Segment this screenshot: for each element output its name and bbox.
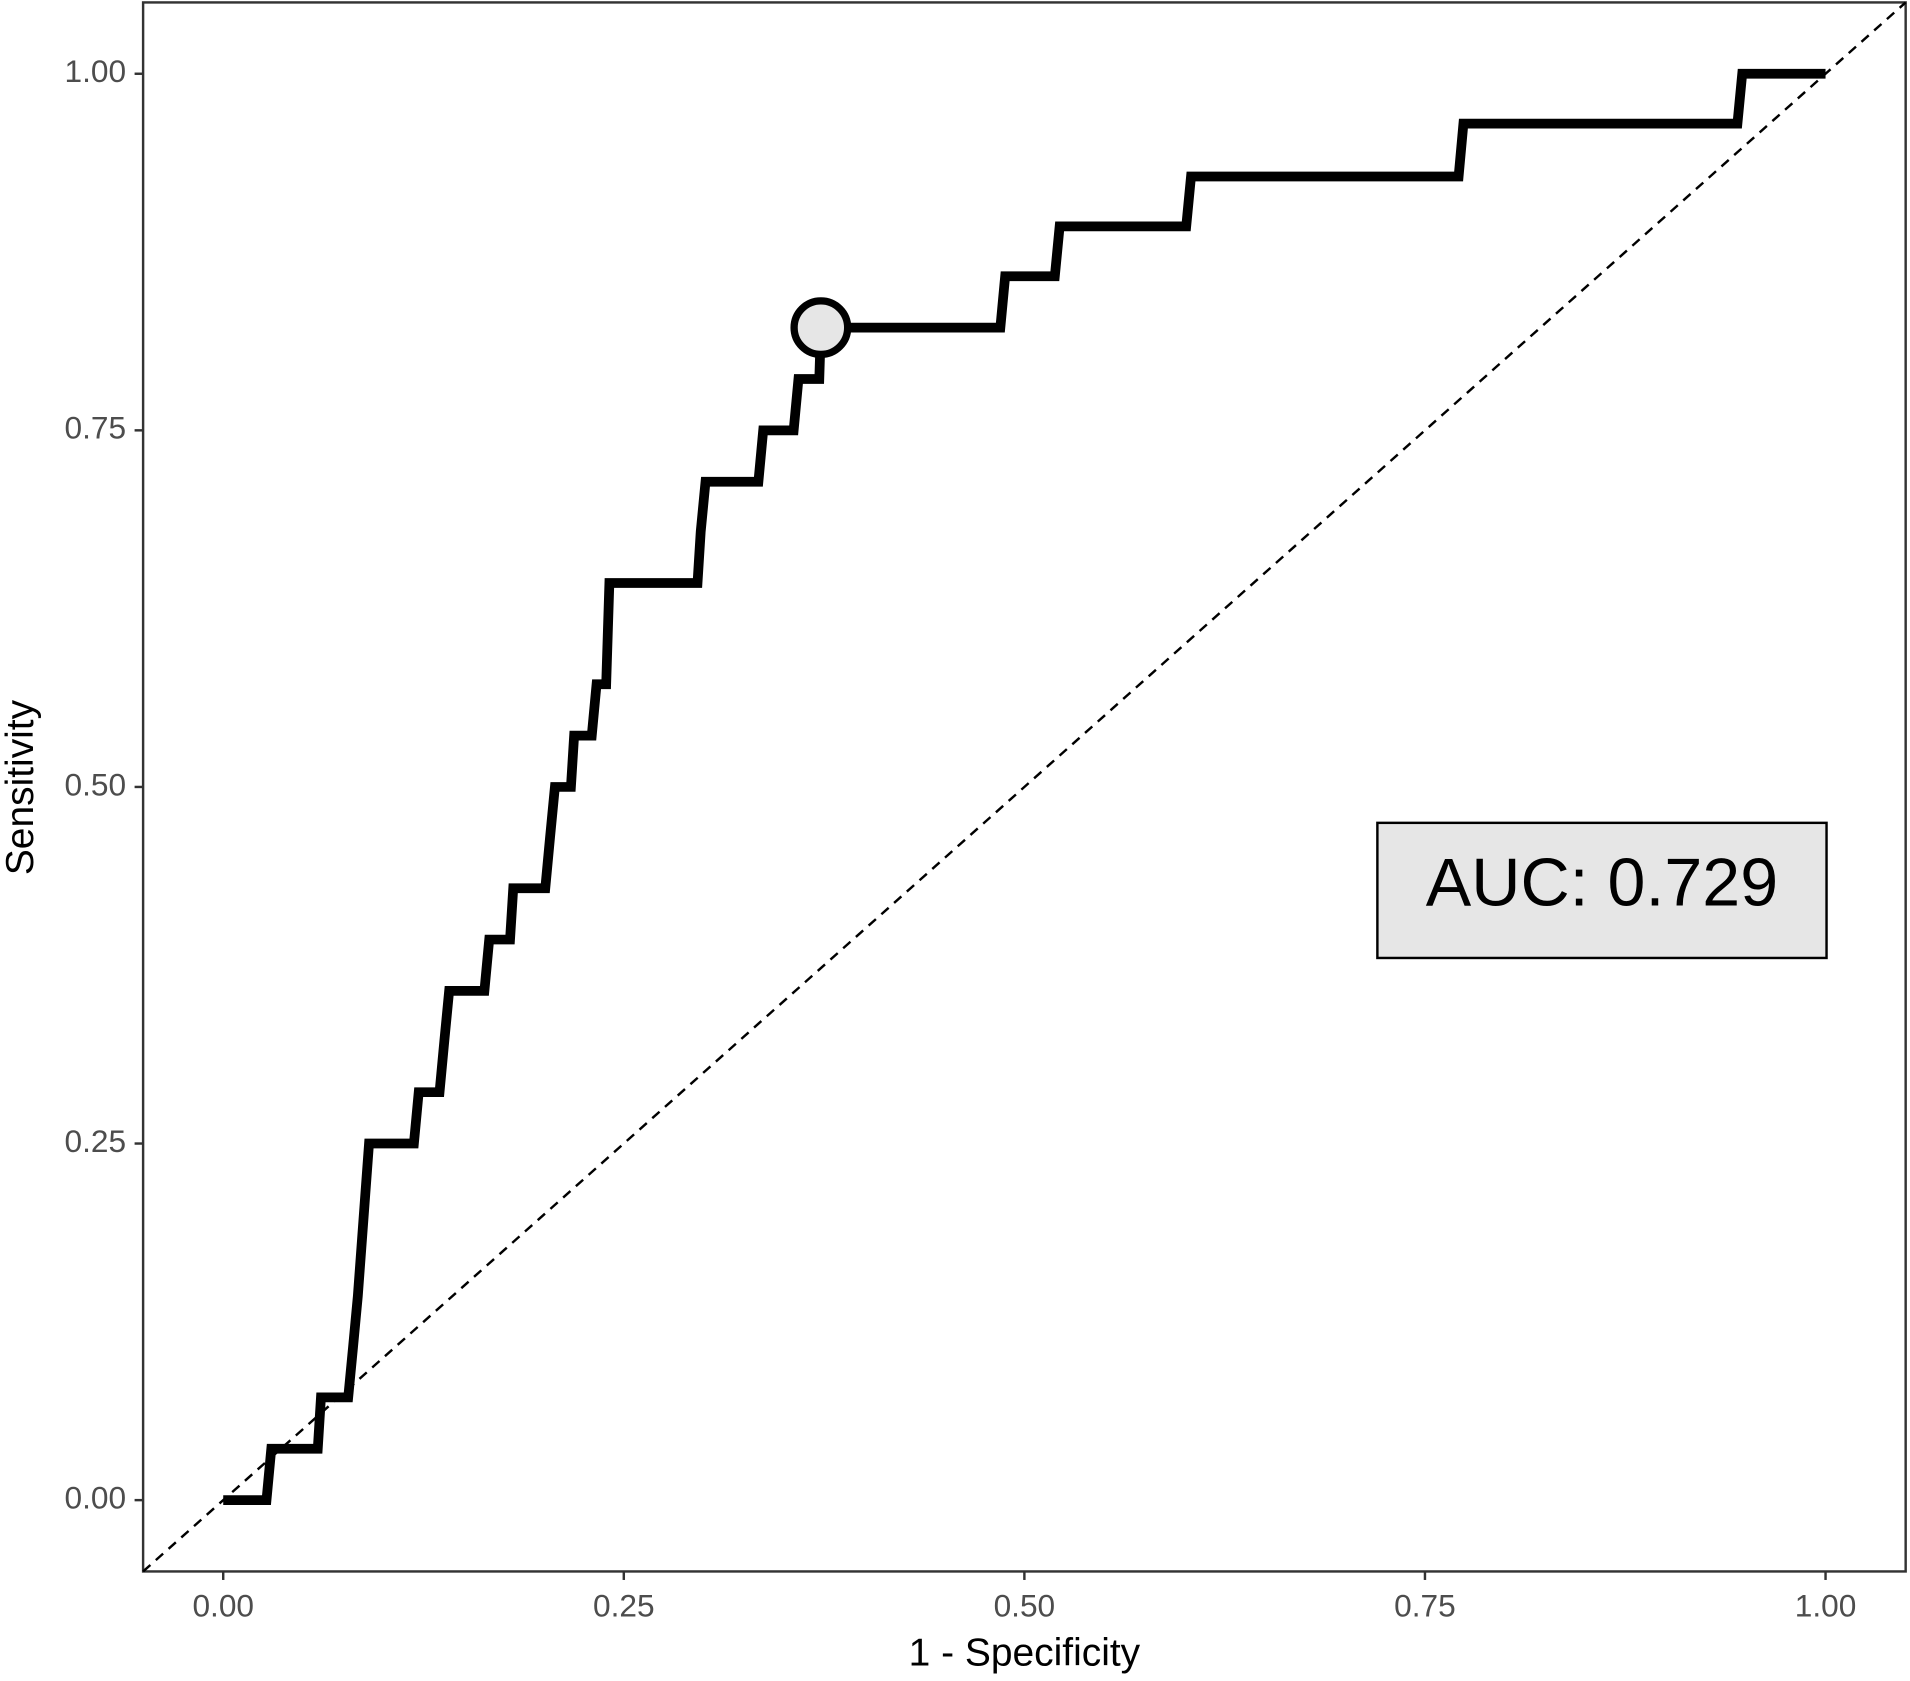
y-tick-label: 0.25 — [65, 1123, 127, 1159]
annotation: AUC: 0.729 — [1426, 844, 1778, 920]
x-tick-label: 0.00 — [192, 1587, 254, 1623]
reference-line — [142, 1, 1907, 1573]
y-axis-title: Sensitivity — [0, 699, 42, 875]
y-tick-label: 0.00 — [65, 1479, 127, 1515]
optimal-point — [790, 297, 852, 359]
x-tick-label: 0.50 — [994, 1587, 1056, 1623]
x-axis-title: 1 - Specificity — [909, 1632, 1141, 1675]
x-tick-label: 0.25 — [593, 1587, 655, 1623]
y-tick-label: 1.00 — [65, 53, 127, 89]
roc-curve — [223, 68, 1826, 1506]
y-tick-label: 0.50 — [65, 766, 127, 802]
x-tick-label: 0.75 — [1394, 1587, 1456, 1623]
annotation-box — [1376, 821, 1828, 960]
y-tick-label: 0.75 — [65, 410, 127, 446]
x-tick-label: 1.00 — [1795, 1587, 1857, 1623]
